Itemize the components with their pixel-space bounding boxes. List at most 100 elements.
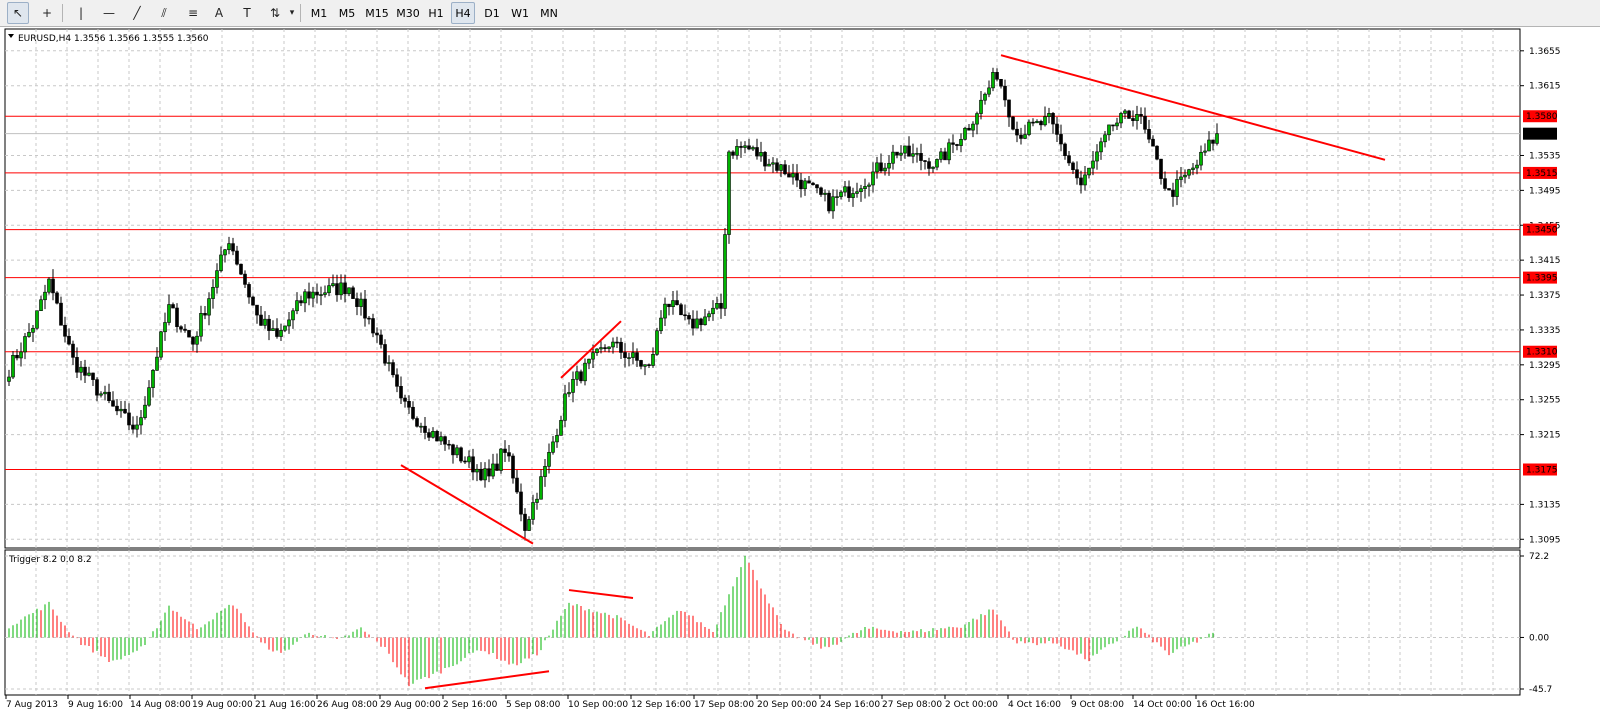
indicator-trendline[interactable] [568, 589, 634, 599]
collapse-triangle-icon[interactable] [8, 34, 14, 38]
candle [675, 290, 679, 306]
candle [1155, 145, 1159, 161]
candle [979, 90, 983, 120]
chart-toolbar: ↖ + | — ╱ ⫽ ≡ A T ⇅ ▾ M1 M5 M15 M30 H1 H4 D1 W1 MN [0, 0, 1600, 27]
candle [843, 181, 847, 197]
indicator-trendline[interactable] [424, 670, 550, 690]
candle [831, 189, 835, 219]
candle [559, 415, 563, 436]
candle [855, 182, 859, 198]
candle [39, 295, 43, 312]
candle [299, 295, 303, 307]
trendline[interactable] [1000, 54, 1386, 161]
timeframe-m30-button[interactable]: M30 [396, 6, 420, 20]
candle [399, 376, 403, 404]
timeframe-m15-button[interactable]: M15 [365, 6, 389, 20]
candle [1163, 171, 1167, 191]
candle [999, 78, 1003, 89]
candle [287, 311, 291, 334]
candle [71, 340, 75, 365]
vertical-line-button[interactable]: | [70, 2, 92, 24]
candle [507, 445, 511, 462]
price-tick-label: 1.3295 [1529, 361, 1561, 371]
candle [275, 318, 279, 339]
candle [879, 153, 883, 173]
candle [123, 400, 127, 415]
candle [643, 364, 647, 376]
arrows-dropdown-button[interactable]: ▾ [286, 2, 298, 24]
candle [915, 147, 919, 163]
candle [787, 165, 791, 178]
timeframe-h4-button[interactable]: H4 [451, 2, 475, 24]
timeframe-h1-button[interactable]: H1 [428, 6, 444, 20]
candle [963, 126, 967, 141]
candle [923, 160, 927, 170]
price-tick-label: 1.3415 [1529, 256, 1561, 266]
candle [411, 401, 415, 421]
text-label-button[interactable]: T [236, 2, 258, 24]
candle [1119, 111, 1123, 129]
candle [627, 352, 631, 367]
equidistant-channel-button[interactable]: ⫽ [153, 2, 175, 24]
arrows-button[interactable]: ⇅ [264, 2, 286, 24]
candle [1019, 127, 1023, 145]
time-tick-label: 9 Aug 16:00 [68, 700, 123, 710]
chart-window[interactable]: 1.36551.36151.35351.34951.34551.34151.33… [0, 27, 1600, 727]
candle [547, 443, 551, 474]
timeframe-m1-button[interactable]: M1 [310, 6, 328, 20]
time-tick-label: 24 Sep 16:00 [820, 700, 880, 710]
candle [319, 286, 323, 306]
price-level-label: 1.3310 [1523, 345, 1558, 358]
text-tool-button[interactable]: A [208, 2, 230, 24]
indicator-pane[interactable] [4, 549, 1521, 696]
candle [459, 446, 463, 464]
trendline-button[interactable]: ╱ [126, 2, 148, 24]
candle [87, 366, 91, 377]
candle [67, 328, 71, 346]
crosshair-button[interactable]: + [36, 2, 58, 24]
candle [231, 237, 235, 256]
fibonacci-button[interactable]: ≡ [182, 2, 204, 24]
candle [439, 431, 443, 445]
indicator-tick-label: 72.2 [1529, 552, 1549, 562]
candle [375, 327, 379, 343]
candle [1159, 158, 1163, 185]
svg-text:1.3515: 1.3515 [1526, 169, 1558, 179]
horizontal-line-button[interactable]: — [98, 2, 120, 24]
candle [431, 427, 435, 439]
candle [435, 429, 439, 442]
candle [379, 329, 383, 349]
candle [371, 313, 375, 338]
main-pane[interactable] [4, 28, 1521, 549]
candle [1187, 168, 1191, 179]
candle [1139, 107, 1143, 124]
text-label-icon: T [243, 6, 251, 20]
candle [531, 494, 535, 525]
candle [359, 292, 363, 316]
candle [691, 310, 695, 336]
candle [791, 163, 795, 185]
arrows-icon: ⇅ [269, 6, 281, 20]
timeframe-m5-button[interactable]: M5 [338, 6, 356, 20]
candle [427, 428, 431, 441]
candle [927, 157, 931, 176]
timeframe-mn-button[interactable]: MN [540, 6, 558, 20]
candle [1023, 124, 1027, 140]
cursor-button[interactable]: ↖ [7, 2, 29, 24]
candle [715, 296, 719, 310]
candle [1203, 143, 1207, 156]
candle [607, 346, 611, 353]
candle [127, 403, 131, 431]
candle [939, 147, 943, 163]
timeframe-d1-button[interactable]: D1 [484, 6, 500, 20]
candle [219, 246, 223, 273]
candle [767, 158, 771, 167]
time-tick-label: 14 Oct 00:00 [1133, 700, 1192, 710]
trendline[interactable] [560, 320, 622, 379]
trendline[interactable] [400, 464, 534, 545]
timeframe-w1-button[interactable]: W1 [511, 6, 529, 20]
candle [159, 330, 163, 360]
candle [503, 440, 507, 462]
svg-text:1.3310: 1.3310 [1526, 348, 1558, 358]
time-tick-label: 7 Aug 2013 [6, 700, 58, 710]
